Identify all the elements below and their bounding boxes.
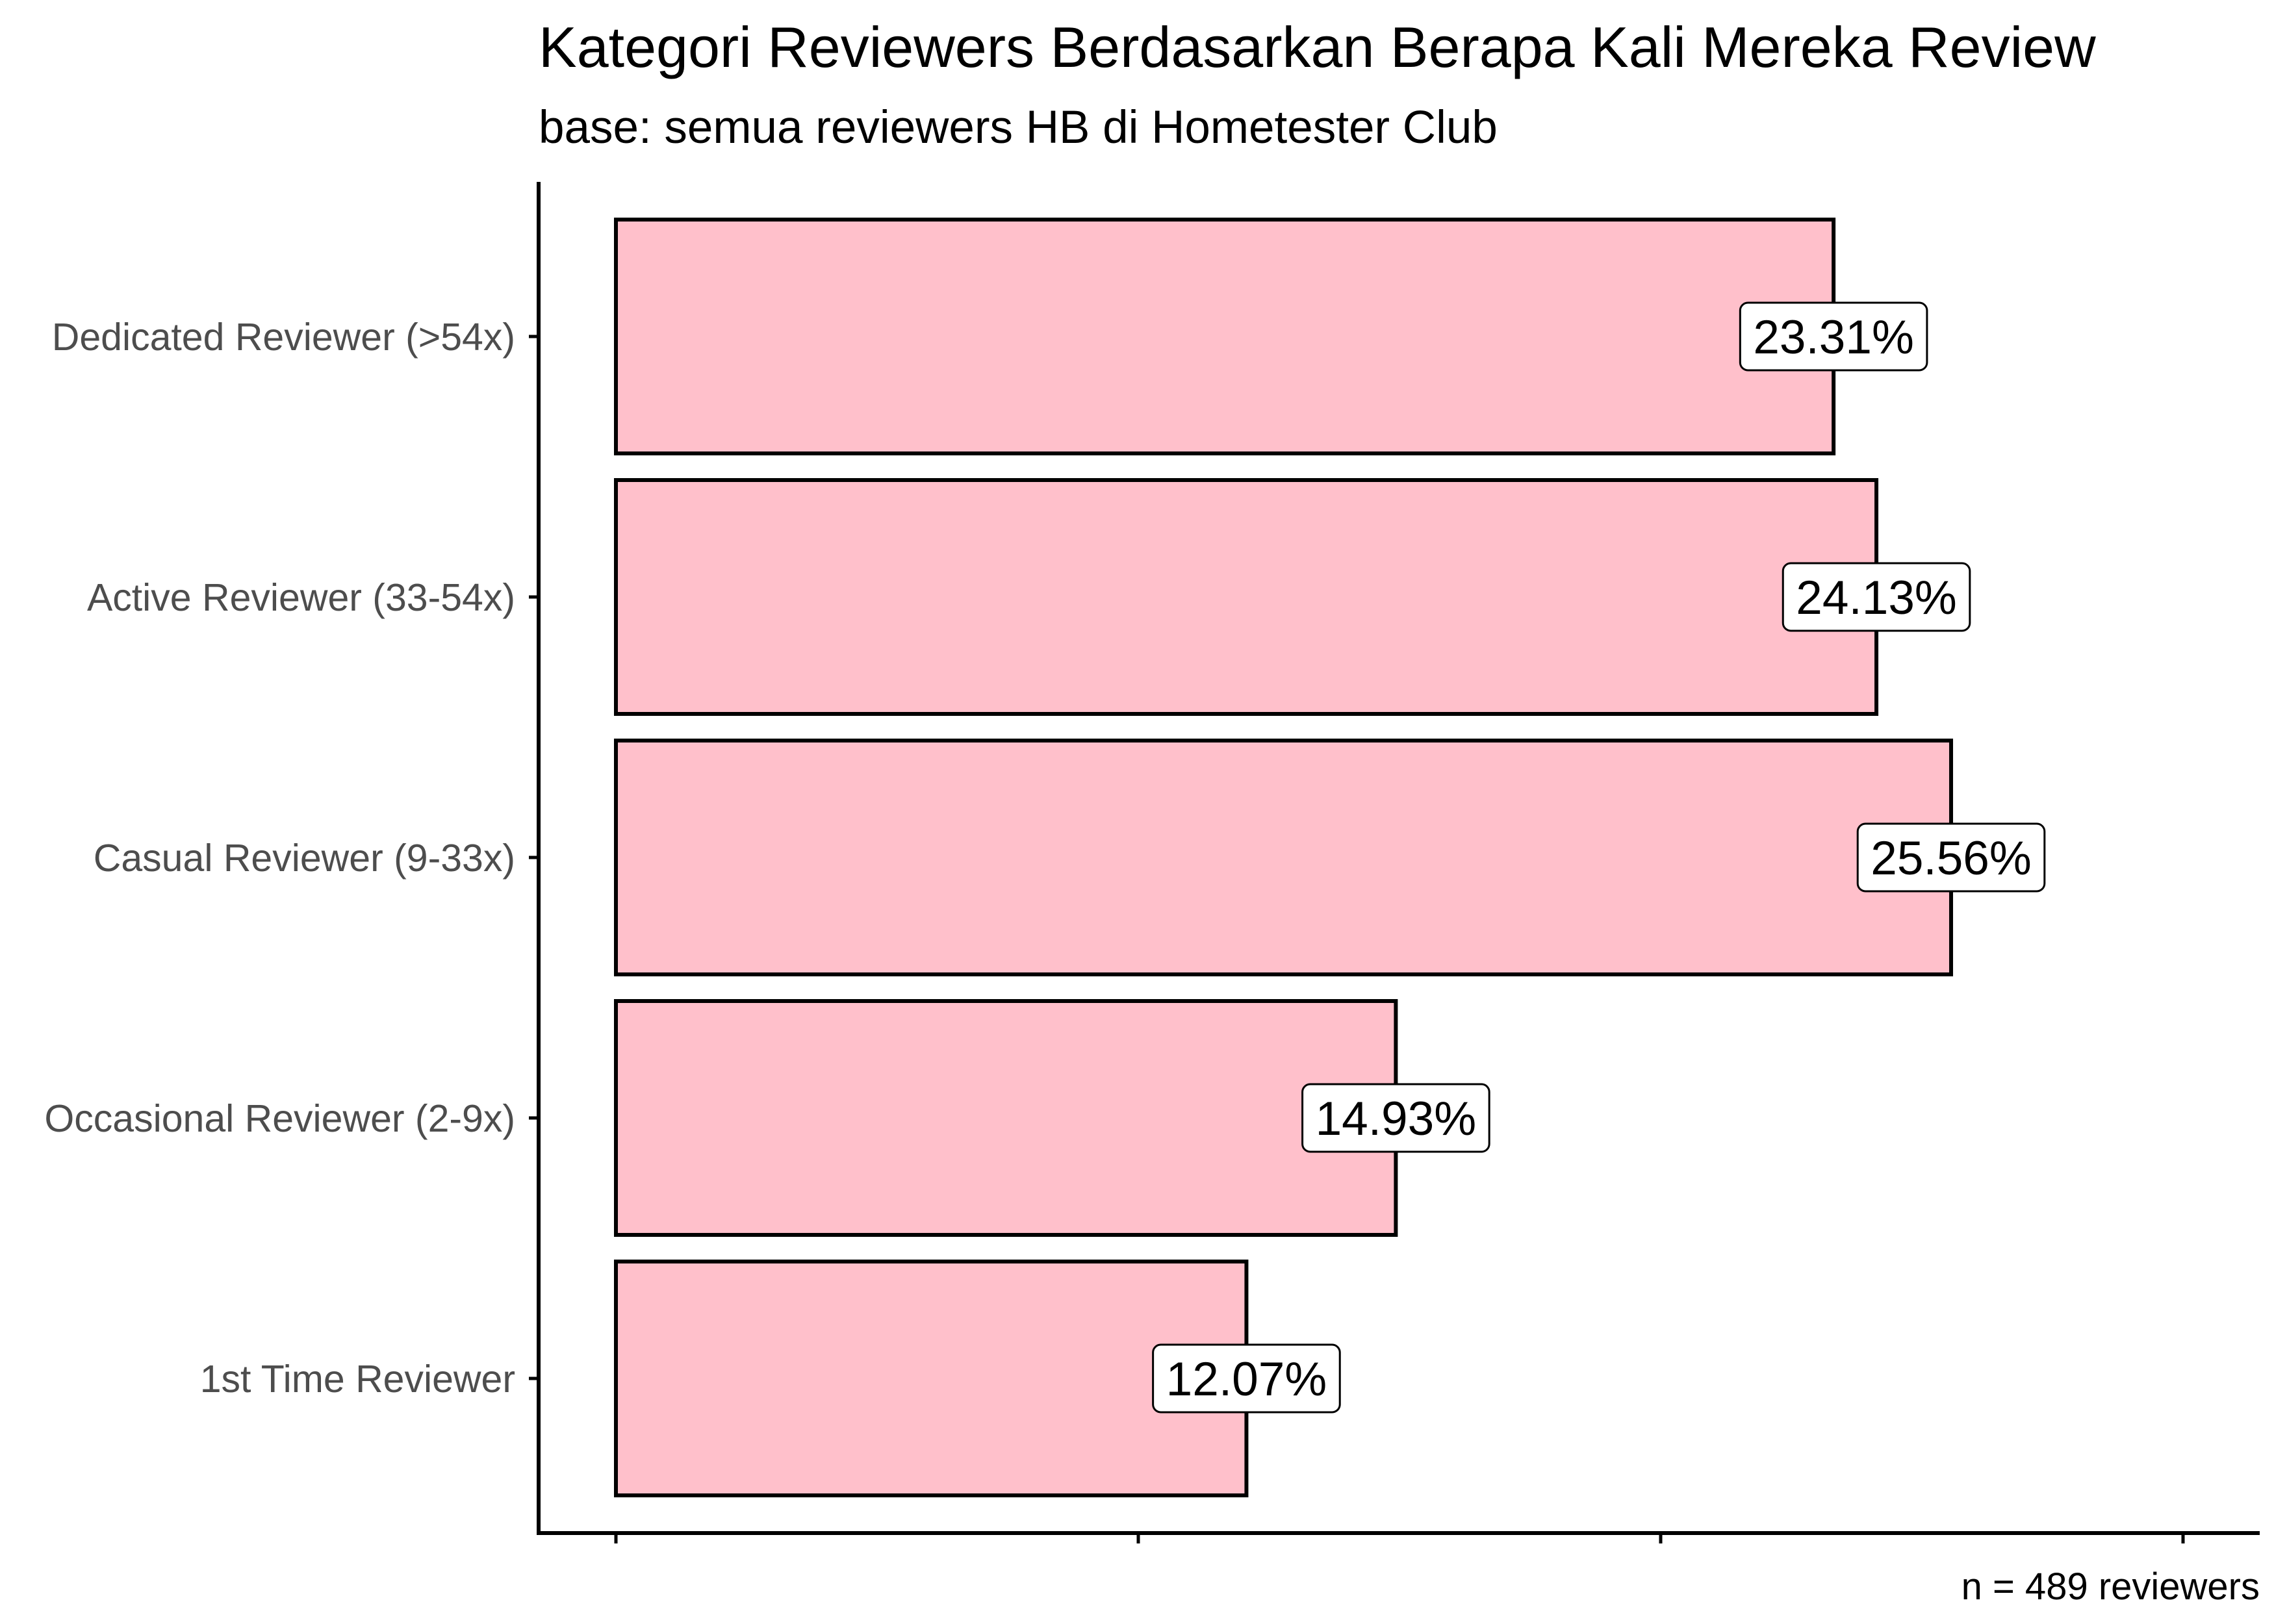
category-label: Dedicated Reviewer (>54x)	[52, 316, 515, 359]
bar	[614, 999, 1398, 1237]
data-label: 23.31%	[1753, 311, 1914, 364]
category-label: Active Reviewer (33-54x)	[87, 576, 515, 619]
category-label: Occasional Reviewer (2-9x)	[44, 1097, 515, 1140]
bar	[614, 739, 1954, 976]
data-label-box	[1152, 1343, 1341, 1414]
chart-subtitle: base: semua reviewers HB di Hometester C…	[539, 102, 1498, 153]
data-label: 24.13%	[1796, 572, 1957, 624]
data-label: 14.93%	[1316, 1093, 1477, 1145]
data-label-box	[1301, 1083, 1490, 1153]
bar	[614, 478, 1879, 716]
value-labels: 23.31% 24.13% 25.56% 14.93% 12.07%	[1152, 301, 2046, 1414]
data-label-box	[1782, 562, 1971, 632]
category-label: 1st Time Reviewer	[200, 1358, 515, 1401]
category-label: Casual Reviewer (9-33x)	[94, 837, 515, 880]
bar	[614, 218, 1836, 455]
data-label-box	[1739, 301, 1928, 372]
bars-layer	[614, 218, 1954, 1497]
chart-title: Kategori Reviewers Berdasarkan Berapa Ka…	[539, 15, 2096, 79]
data-label: 12.07%	[1166, 1353, 1327, 1406]
chart-caption: n = 489 reviewers	[1961, 1566, 2260, 1608]
bar	[614, 1260, 1249, 1497]
data-label: 25.56%	[1871, 832, 2032, 885]
y-axis: Dedicated Reviewer (>54x) Active Reviewer…	[44, 182, 541, 1534]
x-axis	[537, 1531, 2260, 1543]
data-label-box	[1856, 822, 2046, 893]
